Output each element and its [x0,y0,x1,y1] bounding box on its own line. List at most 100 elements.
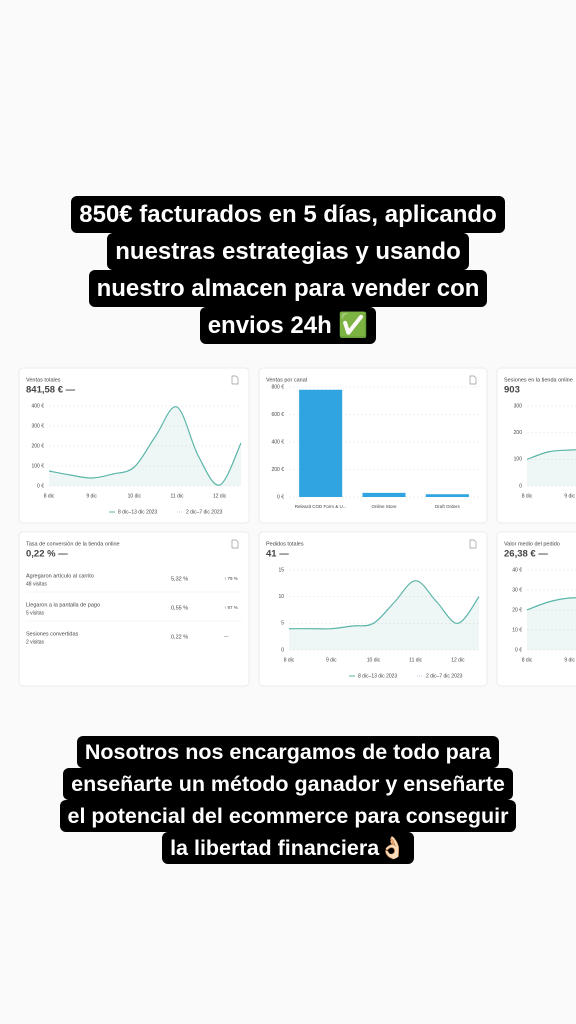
export-icon [469,539,477,549]
line-area [527,597,576,650]
y-tick-label: 200 € [271,467,284,473]
y-tick-label: 40 € [512,567,522,573]
card-title: Valor medio del pedido [504,541,560,547]
y-tick-label: 15 [278,567,284,573]
line [289,580,480,630]
x-tick-label: Draft Orders [435,504,461,509]
y-tick-label: 30 € [512,587,522,593]
legend-label: 2 dic–7 dic 2023 [186,509,223,515]
caption-line: envios 24h ✅ [199,307,377,344]
y-tick-label: 200 € [31,443,44,449]
y-tick-label: 800 € [271,384,284,390]
export-icon [469,375,477,385]
card [496,531,576,687]
bar [299,389,343,497]
y-tick-label: 100 € [31,463,44,469]
y-tick-label: 300 € [31,423,44,429]
x-tick-label: 10 dic [128,493,142,499]
caption-line: nuestro almacen para vender con [88,270,488,307]
row-change: — [224,634,229,639]
y-tick-label: 400 € [31,403,44,409]
y-tick-label: 20 € [512,607,522,613]
y-tick-label: 0 € [515,647,522,653]
card-value: 41 — [266,549,289,560]
card [18,531,250,687]
x-tick-label: 9 dic [326,657,337,663]
y-tick-label: 200 [514,430,523,436]
card-title: Sesiones en la tienda online [504,377,573,383]
y-tick-label: 0 € [37,483,44,489]
x-tick-label: 8 dic [44,493,55,499]
caption-line: 850€ facturados en 5 días, aplicando [71,196,505,233]
line-area [527,449,576,486]
line [526,597,576,611]
x-tick-label: 9 dic [564,493,575,499]
x-tick-label: 11 dic [409,657,422,663]
row-sub: 5 visitas [26,610,45,616]
row-pct: 0,22 % [171,634,188,640]
x-tick-label: 10 dic [367,657,381,663]
caption-line: la libertad financiera👌🏻 [162,832,414,864]
card-title: Pedidos totales [266,541,304,547]
x-tick-label: 12 dic [451,657,465,663]
card [18,367,250,524]
bar [362,492,406,497]
legend-label: 8 dic–13 dic 2023 [118,509,157,515]
row-change: ↑ 79 % [224,576,238,581]
card-value: 26,38 € — [504,549,548,560]
row-label: Llegaron a la pantalla de pago [26,602,100,608]
row-pct: 0,55 % [171,605,188,611]
x-tick-label: 8 dic [522,657,533,663]
export-icon [231,375,239,385]
caption-bottom: Nosotros nos encargamos de todo para ense… [0,736,576,864]
y-tick-label: 300 [514,403,523,409]
row-change: ↑ 97 % [224,605,238,610]
x-tick-label: 8 dic [522,493,533,499]
card-title: Ventas por canal [266,377,307,383]
card [258,531,488,687]
y-tick-label: 10 [278,594,284,600]
line [48,406,242,486]
y-tick-label: 0 € [277,494,284,500]
line-area [289,580,479,650]
x-tick-label: 9 dic [564,657,575,663]
bar [425,494,469,497]
x-tick-label: 12 dic [213,493,227,499]
y-tick-label: 5 [281,621,284,627]
card-title: Tasa de conversión de la tienda online [26,541,120,547]
y-tick-label: 10 € [512,627,522,633]
caption-line: Nosotros nos encargamos de todo para [76,736,500,768]
caption-line: el potencial del ecommerce para consegui… [59,800,517,832]
legend-label: 8 dic–13 dic 2023 [358,673,397,679]
card-value: 903 [504,385,520,396]
row-pct: 5,32 % [171,576,188,582]
x-tick-label: 9 dic [86,493,97,499]
export-icon [231,539,239,549]
y-tick-label: 400 € [271,439,284,445]
y-tick-label: 0 [519,483,522,489]
caption-top: 850€ facturados en 5 días, aplicando nues… [0,196,576,344]
x-tick-label: 8 dic [284,657,295,663]
y-tick-label: 100 [514,457,523,463]
card-title: Ventas totales [26,377,61,383]
line-area [49,406,241,486]
card-value: 841,58 € — [26,385,76,396]
caption-line: enseñarte un método ganador y enseñarte [63,768,513,800]
caption-line: nuestras estrategias y usando [107,233,469,270]
row-sub: 48 visitas [26,581,47,587]
card [496,367,576,524]
x-tick-label: Online Store [371,504,397,509]
card [258,367,488,524]
x-tick-label: 11 dic [171,493,184,499]
legend-label: 2 dic–7 dic 2023 [426,673,463,679]
row-label: Agregaron artículo al carrito [26,573,94,579]
row-label: Sesiones convertidas [26,631,79,637]
line [526,449,576,460]
row-sub: 2 visitas [26,639,45,645]
card-value: 0,22 % — [26,549,68,560]
y-tick-label: 0 [281,647,284,653]
y-tick-label: 600 € [271,412,284,418]
x-tick-label: Releasit COD Form & U... [295,504,347,509]
